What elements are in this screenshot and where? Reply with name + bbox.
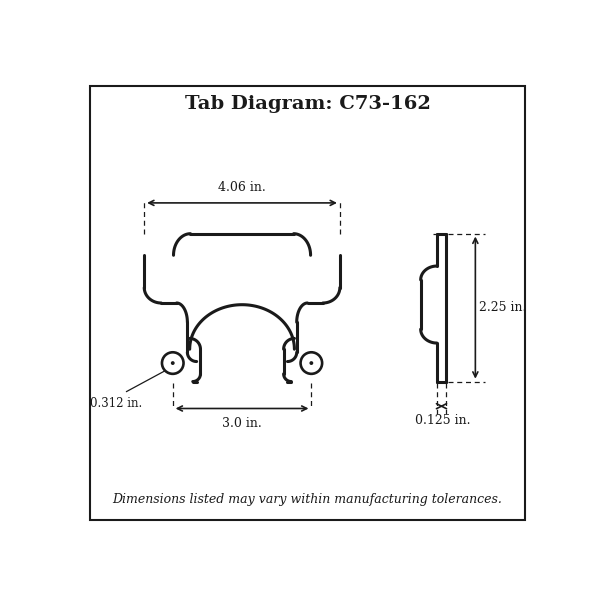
Text: 2.25 in.: 2.25 in. bbox=[479, 301, 527, 314]
Text: 0.125 in.: 0.125 in. bbox=[415, 414, 471, 427]
Circle shape bbox=[310, 361, 313, 365]
Circle shape bbox=[171, 361, 175, 365]
Text: 4.06 in.: 4.06 in. bbox=[218, 181, 266, 194]
Text: Dimensions listed may vary within manufacturing tolerances.: Dimensions listed may vary within manufa… bbox=[113, 493, 502, 506]
Text: 3.0 in.: 3.0 in. bbox=[222, 417, 262, 430]
Text: Tab Diagram: C73-162: Tab Diagram: C73-162 bbox=[185, 95, 430, 113]
Text: 0.312 in.: 0.312 in. bbox=[91, 397, 143, 410]
